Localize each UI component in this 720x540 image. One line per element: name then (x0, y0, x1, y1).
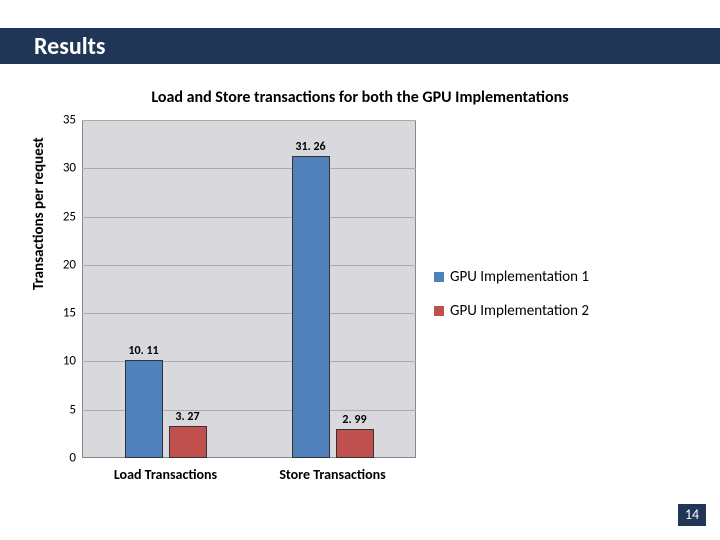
gridline (82, 168, 416, 169)
y-tick-label: 0 (50, 451, 82, 466)
legend-label: GPU Implementation 2 (450, 302, 589, 320)
y-axis-label: Transactions per request (30, 137, 48, 290)
legend: GPU Implementation 1 GPU Implementation … (434, 268, 589, 336)
bar-value-label: 3. 27 (158, 410, 218, 424)
legend-swatch (434, 272, 444, 282)
y-tick-label: 25 (50, 209, 82, 224)
x-category-label: Store Transactions (279, 466, 385, 483)
page-title: Results (34, 32, 105, 61)
legend-label: GPU Implementation 1 (450, 268, 589, 286)
chart-plot-area: 05101520253035 10. 113. 2731. 262. 99 Lo… (82, 120, 416, 458)
bar-value-label: 2. 99 (325, 413, 385, 427)
page-number: 14 (678, 504, 706, 526)
chart-title: Load and Store transactions for both the… (0, 88, 720, 107)
x-category-label: Load Transactions (114, 466, 217, 483)
y-tick-label: 30 (50, 161, 82, 176)
y-tick-label: 15 (50, 306, 82, 321)
bar (125, 360, 163, 458)
y-tick-label: 5 (50, 402, 82, 417)
legend-item: GPU Implementation 2 (434, 302, 589, 320)
gridline (82, 313, 416, 314)
legend-swatch (434, 306, 444, 316)
y-tick-label: 20 (50, 257, 82, 272)
bar (169, 426, 207, 458)
header-bar: Results (0, 28, 720, 64)
gridline (82, 265, 416, 266)
bar-value-label: 10. 11 (114, 344, 174, 358)
bar-value-label: 31. 26 (281, 140, 341, 154)
y-tick-label: 35 (50, 113, 82, 128)
gridline (82, 217, 416, 218)
gridline (82, 120, 416, 121)
y-tick-label: 10 (50, 354, 82, 369)
bar (336, 429, 374, 458)
legend-item: GPU Implementation 1 (434, 268, 589, 286)
